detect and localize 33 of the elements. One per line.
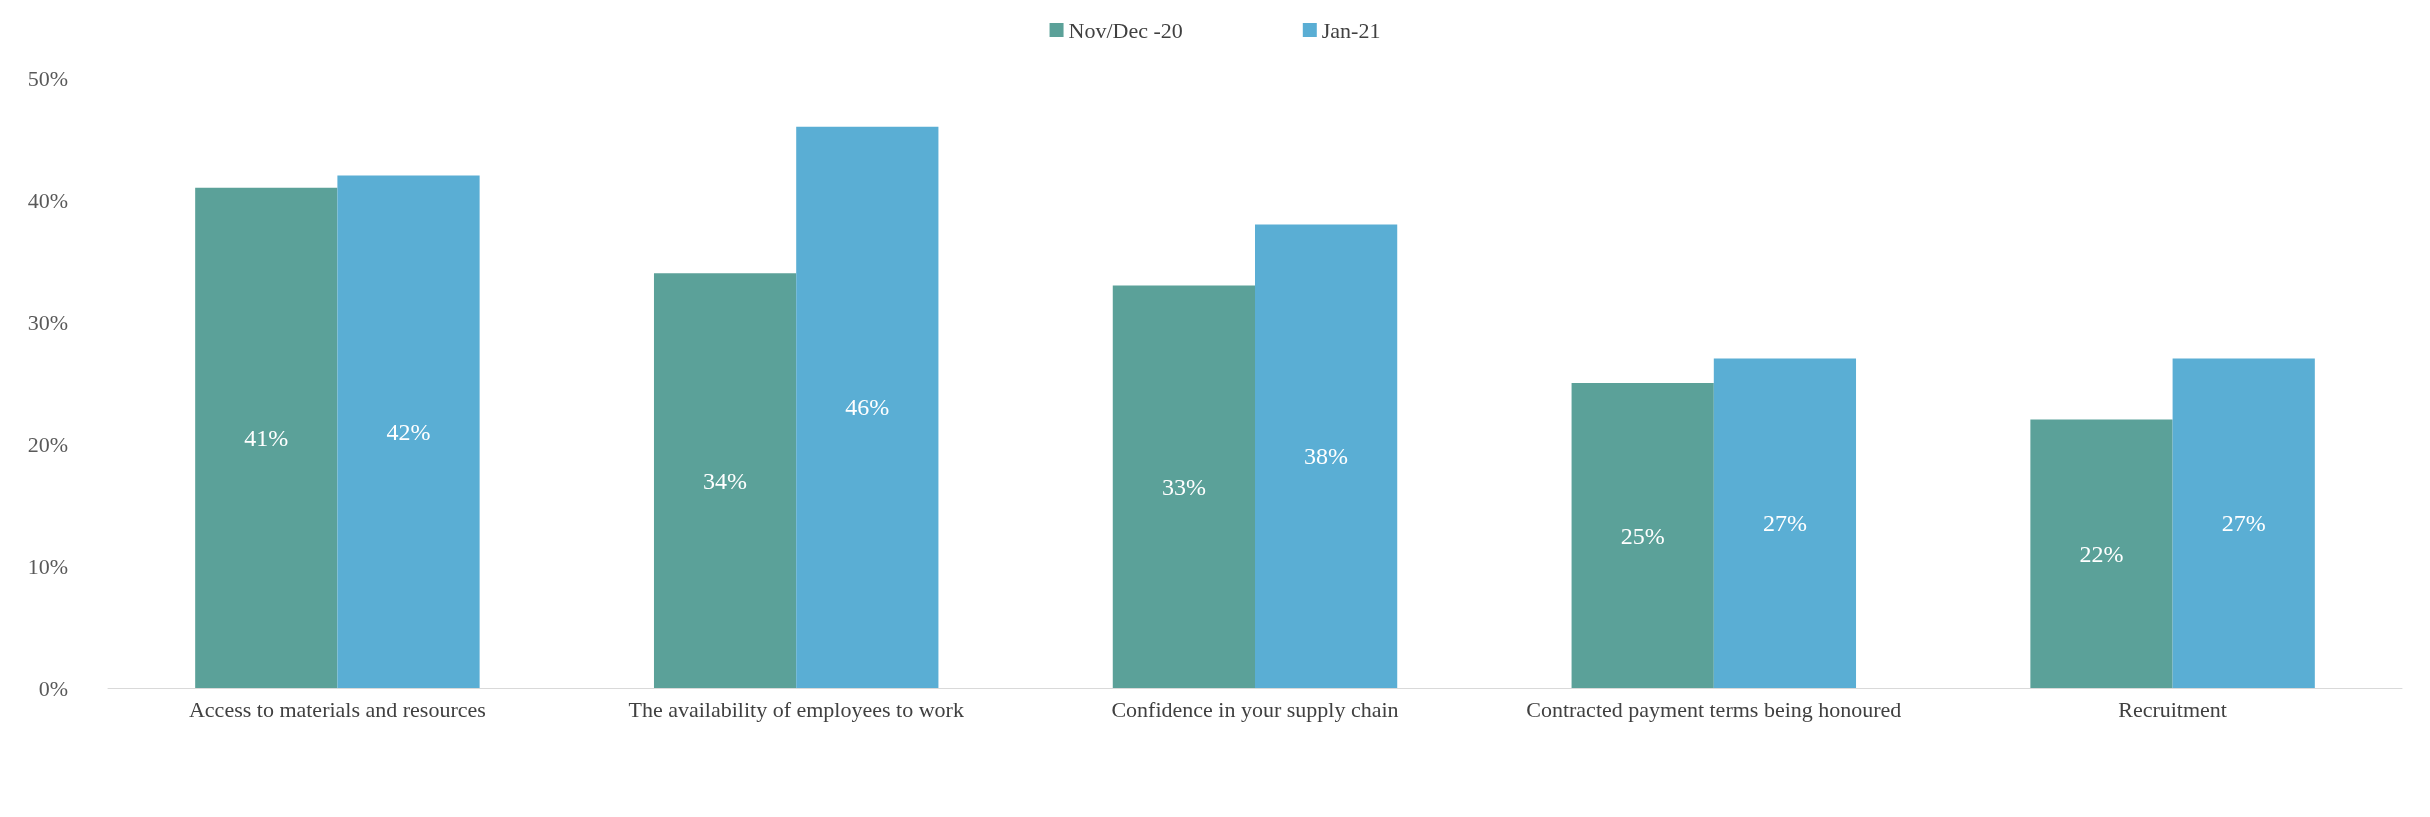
bar: [796, 126, 939, 688]
bar: [1713, 358, 1857, 688]
y-tick-label: 30%: [27, 309, 68, 335]
legend-label: Jan-21: [1321, 17, 1381, 43]
x-tick-label: Access to materials and resources: [188, 696, 486, 722]
data-label: 33%: [1161, 473, 1206, 500]
bar: [1112, 285, 1255, 688]
x-tick-label: Confidence in your supply chain: [1111, 696, 1399, 722]
data-label: 27%: [2221, 510, 2266, 537]
data-label: 46%: [845, 394, 890, 421]
bar: [337, 175, 480, 688]
y-tick-label: 40%: [27, 187, 68, 213]
x-tick-label: The availability of employees to work: [628, 696, 964, 722]
x-tick-label: Recruitment: [2118, 696, 2227, 722]
data-label: 38%: [1304, 443, 1349, 470]
bar: [1571, 383, 1714, 688]
y-tick-label: 20%: [27, 431, 68, 457]
y-tick-label: 0%: [38, 675, 68, 701]
bar: [1255, 224, 1398, 688]
data-label: 41%: [244, 424, 289, 451]
data-label: 34%: [703, 467, 748, 494]
bar: [653, 273, 797, 688]
data-label: 42%: [386, 418, 431, 445]
legend-label: Nov/Dec -20: [1068, 17, 1183, 43]
bar: [2172, 358, 2315, 688]
x-tick-label: Contracted payment terms being honoured: [1526, 696, 1902, 722]
y-tick-label: 10%: [27, 553, 68, 579]
bar: [195, 187, 338, 688]
bar: [2030, 419, 2173, 688]
data-label: 27%: [1762, 510, 1807, 537]
data-label: 22%: [2079, 540, 2124, 567]
data-label: 25%: [1620, 522, 1665, 549]
y-tick-label: 50%: [27, 65, 68, 91]
